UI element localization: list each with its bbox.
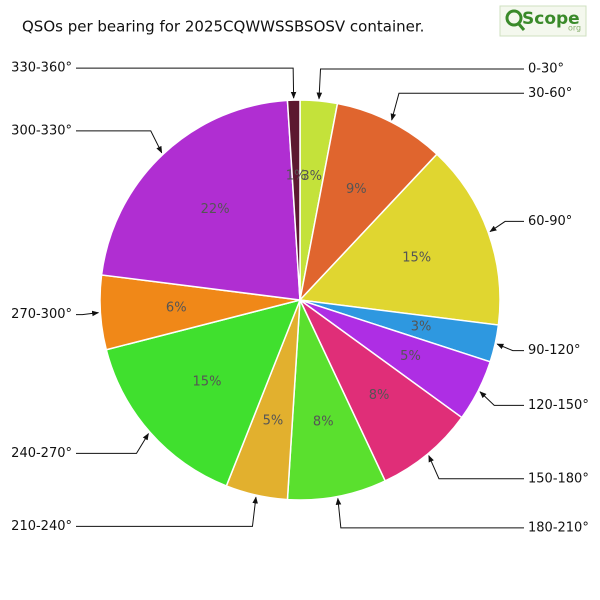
leader-line <box>76 130 163 154</box>
slice-label: 240-270° <box>11 446 72 461</box>
logo-icon <box>505 9 523 27</box>
leader-line <box>496 343 524 352</box>
value-label: 3% <box>411 320 432 335</box>
pie-slice <box>105 298 302 487</box>
value-label: 6% <box>166 300 187 315</box>
value-label: 15% <box>193 375 222 390</box>
chart-title: QSOs per bearing for 2025CQWWSSBSOSV con… <box>22 18 424 36</box>
value-label: 8% <box>313 414 334 429</box>
leader-line <box>76 432 149 454</box>
slice-label: 150-180° <box>528 471 589 486</box>
slice-label: 180-210° <box>528 520 589 535</box>
slice-label: 120-150° <box>528 398 589 413</box>
pie-slice <box>286 299 387 501</box>
value-label: 1% <box>286 169 307 184</box>
leader-line <box>316 68 524 100</box>
leader-line <box>335 497 524 529</box>
slice-label: 210-240° <box>11 519 72 534</box>
logo: Scope org <box>499 5 587 37</box>
value-label: 8% <box>369 388 390 403</box>
value-label: 22% <box>201 202 230 217</box>
leader-line <box>489 220 524 232</box>
leader-line <box>390 92 524 121</box>
leader-line <box>76 496 258 527</box>
pie-slice <box>100 99 301 301</box>
logo-icon <box>516 22 526 31</box>
value-label: 9% <box>346 182 367 197</box>
leader-line <box>428 455 524 480</box>
logo-name: Scope <box>522 9 580 29</box>
slice-label: 300-330° <box>11 123 72 138</box>
pie-slice <box>286 99 301 301</box>
value-label: 5% <box>400 349 421 364</box>
slice-label: 330-360° <box>11 61 72 76</box>
pie-slice <box>298 153 501 326</box>
leader-line <box>76 67 297 99</box>
logo-domain: org <box>568 24 581 33</box>
value-label: 3% <box>301 169 322 184</box>
slice-label: 30-60° <box>528 86 572 101</box>
value-label: 5% <box>263 414 284 429</box>
slice-label: 90-120° <box>528 343 581 358</box>
slice-label: 60-90° <box>528 214 572 229</box>
leader-line <box>479 391 524 406</box>
pie-slice <box>298 102 438 303</box>
pie-slice <box>299 299 463 482</box>
leader-line <box>76 310 100 317</box>
slice-label: 270-300° <box>11 307 72 322</box>
value-label: 15% <box>402 250 431 265</box>
slice-label: 0-30° <box>528 62 564 77</box>
